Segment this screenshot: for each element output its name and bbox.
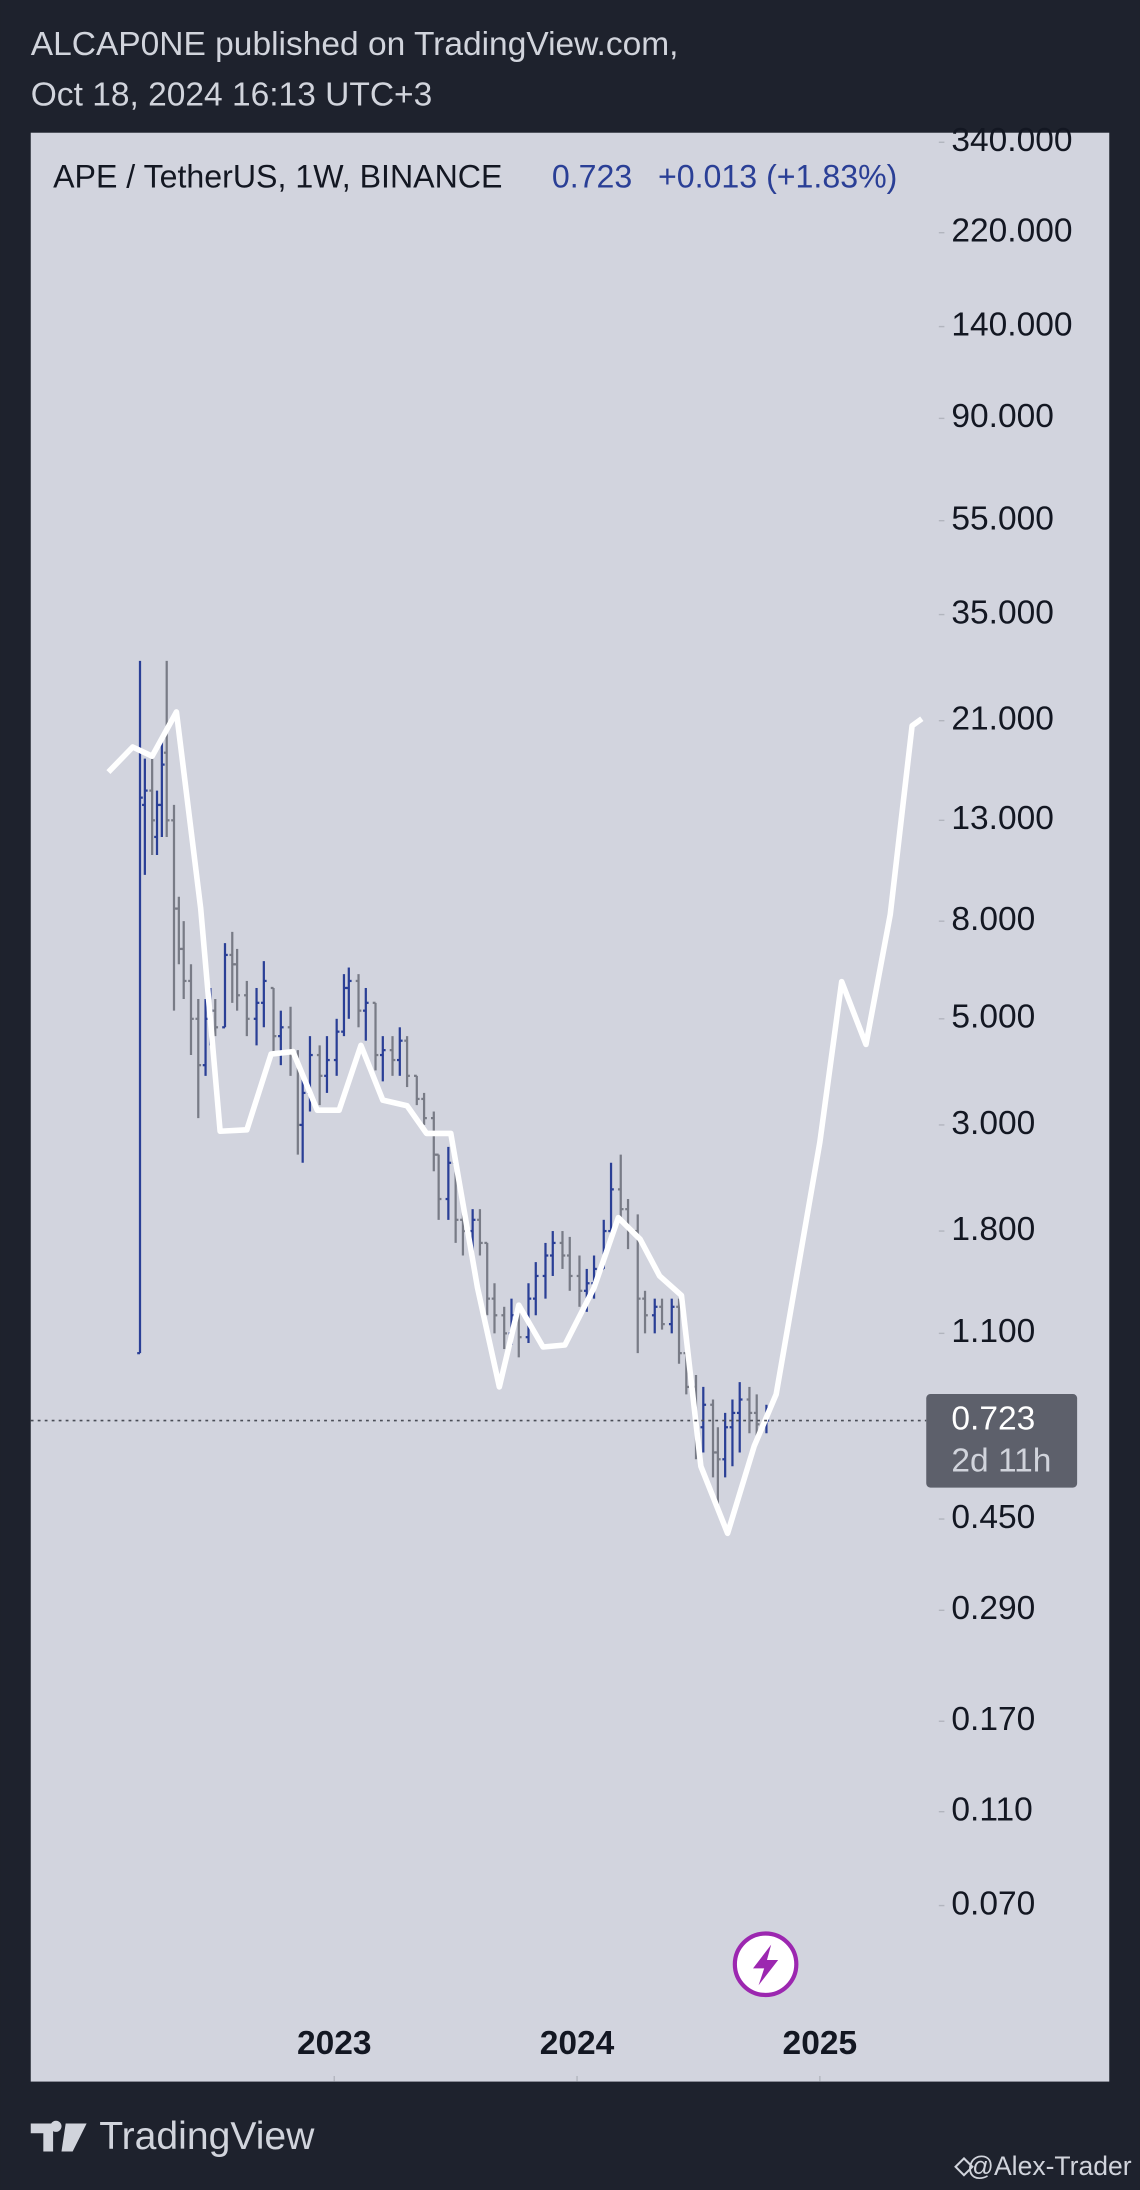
y-tick-label: 35.000 (951, 594, 1054, 631)
bar-countdown: 2d 11h (951, 1442, 1051, 1479)
projection-line (106, 709, 924, 1537)
user-icon (954, 2156, 974, 2177)
brand-name[interactable]: TradingView (99, 2115, 315, 2158)
y-tick-label: 1.800 (951, 1211, 1035, 1248)
x-tick-label: 2023 (297, 2025, 372, 2062)
legend-change: +0.013 (+1.83%) (658, 158, 897, 194)
x-tick-label: 2024 (540, 2025, 615, 2062)
brand-logo[interactable]: TradingView (30, 2115, 315, 2158)
y-tick-label: 21.000 (951, 701, 1054, 738)
y-tick-label: 0.110 (951, 1792, 1032, 1829)
y-tick-label: 0.070 (951, 1885, 1035, 1922)
user-handle: @Alex-Trader (967, 2151, 1132, 2181)
y-tick-label: 90.000 (951, 398, 1054, 435)
price-label-box (926, 1393, 1078, 1488)
symbol-legend: APE / TetherUS, 1W, BINANCE (53, 158, 502, 194)
y-tick-label: 1.100 (951, 1313, 1035, 1350)
y-tick-label: 0.170 (951, 1701, 1035, 1738)
publish-date: Oct 18, 2024 16:13 UTC+3 (31, 76, 433, 113)
y-tick-label: 0.450 (951, 1499, 1035, 1536)
y-tick-label: 8.000 (951, 901, 1035, 938)
y-tick-label: 13.000 (951, 800, 1054, 837)
plot-area (30, 132, 1110, 2082)
y-tick-label: 55.000 (951, 501, 1054, 538)
price-label: 0.723 (951, 1400, 1035, 1437)
y-tick-label: 140.000 (951, 306, 1072, 343)
x-tick-label: 2025 (783, 2025, 858, 2062)
y-tick-label: 5.000 (951, 999, 1035, 1036)
y-tick-label: 340.000 (951, 122, 1072, 159)
author-line: ALCAP0NE published on TradingView.com, (31, 26, 679, 63)
plot-layer: 340.000 220.000 140.000 90.000 55.000 35.000 2… (30, 122, 1078, 2082)
logo-mark[interactable] (30, 2120, 87, 2152)
legend-price: 0.723 (552, 158, 632, 194)
alert-bolt[interactable] (753, 1944, 779, 1986)
y-tick-label: 220.000 (951, 213, 1072, 250)
y-tick-label: 0.290 (951, 1590, 1035, 1627)
alert-icon[interactable] (732, 1931, 799, 1998)
y-tick-label: 3.000 (951, 1105, 1035, 1142)
